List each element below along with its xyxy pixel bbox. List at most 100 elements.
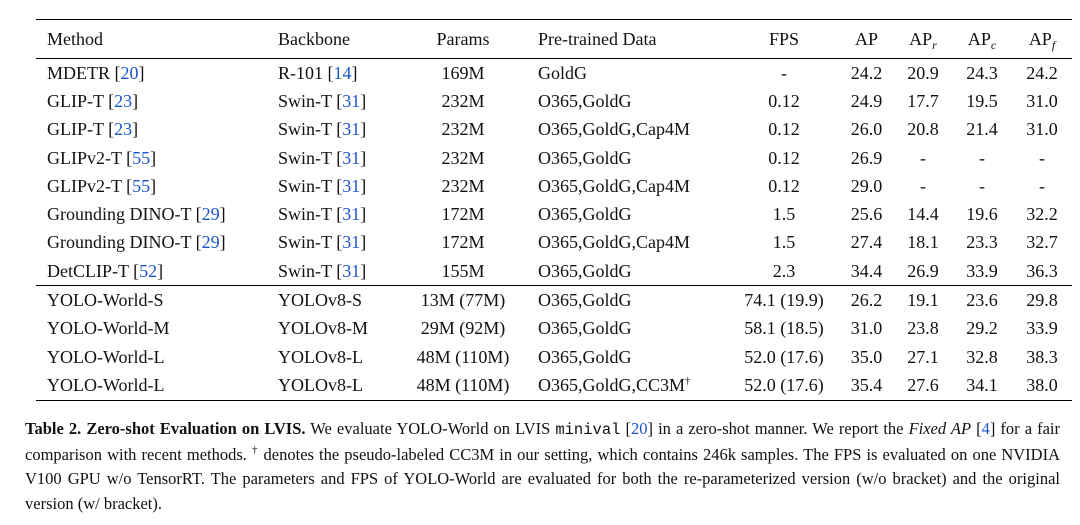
citation-link[interactable]: 29 [201,204,220,225]
cell-ap-c: 29.2 [966,318,998,339]
cell-ap: 31.0 [850,318,883,339]
citation-link[interactable]: 55 [132,175,151,196]
cell-ap-r: - [920,147,926,168]
table-row: YOLO-World-L YOLOv8-L 48M (110M) O365,GoldG… [36,371,1072,401]
backbone-name: Swin-T [278,260,332,281]
citation-link[interactable]: 23 [114,90,133,111]
citation-link[interactable]: 31 [342,204,361,225]
citation-link[interactable]: 31 [342,119,361,140]
method-name: GLIPv2-T [47,175,122,196]
cell-backbone: YOLOv8-M [267,315,403,343]
caption-text-4: [ [971,419,982,438]
caption-ref-20[interactable]: 20 [631,419,648,438]
header-backbone: Backbone [278,28,350,49]
cell-backbone: YOLOv8-L [267,343,403,371]
cell-ap-r: 18.1 [907,232,939,253]
cell-fps: 52.0 (17.6) [744,374,824,395]
cell-backbone: Swin-T [31] [278,119,367,140]
pretrained-data-value: GoldG [538,62,587,83]
cell-pretrained-data: O365,GoldG,Cap4M [523,229,729,257]
citation-link[interactable]: 29 [201,232,220,253]
method-name: GLIP-T [47,119,104,140]
cell-params: 232M [441,119,485,140]
cell-ap-f: - [1039,175,1045,196]
cell-ap-r: 23.8 [907,318,939,339]
cell-fps: 1.5 [772,232,796,253]
caption-dagger: † [252,443,259,456]
cell-ap: 25.6 [850,204,883,225]
cell-backbone: Swin-T [31] [278,147,367,168]
citation-link[interactable]: 31 [342,260,361,281]
cell-params: 232M [441,175,485,196]
citation-link[interactable]: 55 [132,147,151,168]
cell-ap: 24.2 [850,62,883,83]
pretrained-data-value: O365,GoldG,CC3M [538,374,686,395]
cell-method: YOLO-World-L [36,371,267,400]
pretrained-data-value: O365,GoldG,Cap4M [538,175,690,196]
header-ap-r-sub: r [932,37,937,52]
cell-ap-r: 20.8 [907,119,939,140]
cell-pretrained-data: O365,GoldG [523,200,729,228]
cell-ap: 29.0 [850,175,883,196]
citation-link[interactable]: 14 [333,62,352,83]
citation-link[interactable]: 31 [342,90,361,111]
citation-link[interactable]: 31 [342,147,361,168]
backbone-name: Swin-T [278,232,332,253]
backbone-name: Swin-T [278,119,332,140]
cell-ap-f: 32.7 [1026,232,1058,253]
pretrained-data-value: O365,GoldG,Cap4M [538,232,690,253]
cell-method: YOLO-World-M [36,315,267,343]
method-name: Grounding DINO-T [47,204,192,225]
cell-ap-f: 38.0 [1026,374,1058,395]
table-caption: Table 2. Zero-shot Evaluation on LVIS. W… [25,417,1060,516]
cell-params: 29M (92M) [420,318,506,339]
header-params: Params [436,28,490,49]
cell-pretrained-data: O365,GoldG [523,315,729,343]
cell-method: GLIP-T [23] [47,90,139,111]
cell-ap-f: - [1039,147,1045,168]
citation-link[interactable]: 23 [114,119,133,140]
caption-ref-4[interactable]: 4 [981,419,990,438]
cell-method: Grounding DINO-T [29] [47,232,226,253]
cell-ap-c: 24.3 [966,62,998,83]
cell-method: GLIPv2-T [55] [47,175,157,196]
header-ap-c-sub: c [990,37,997,52]
citation-link[interactable]: 20 [120,62,139,83]
cell-ap: 27.4 [850,232,883,253]
backbone-name: Swin-T [278,204,332,225]
cell-method: GLIPv2-T [55] [47,147,157,168]
citation-link[interactable]: 31 [342,232,361,253]
cell-ap-r: - [920,175,926,196]
caption-text-5: ] for a fair comparison with recent meth… [25,419,1060,464]
method-name: YOLO-World-M [47,318,170,339]
cell-pretrained-data: O365,GoldG [523,286,729,315]
cell-ap-f: 31.0 [1026,90,1058,111]
cell-fps: 0.12 [768,119,800,140]
cell-pretrained-data: O365,GoldG [523,343,729,371]
cell-ap-c: 34.1 [966,374,998,395]
cell-ap-c: - [979,175,985,196]
header-ap-r-base: AP [909,28,933,49]
cell-ap-r: 19.1 [907,290,939,311]
header-ap-f: APf [1012,20,1072,59]
method-name: GLIP-T [47,90,104,111]
cell-params: 172M [441,232,485,253]
cell-params: 232M [441,147,485,168]
citation-link[interactable]: 52 [139,260,158,281]
cell-backbone: Swin-T [31] [278,204,367,225]
dagger-mark: † [685,374,691,387]
cell-pretrained-data: O365,GoldG,Cap4M [523,172,729,200]
cell-backbone: Swin-T [31] [278,232,367,253]
method-name: GLIPv2-T [47,147,122,168]
cell-ap-r: 14.4 [907,204,939,225]
header-ap-c: APc [952,20,1012,59]
caption-minival: minival [555,421,621,439]
cell-ap-r: 20.9 [907,62,939,83]
results-table: Method Backbone Params Pre-trained Data … [36,19,1072,401]
cell-fps: 0.12 [768,147,800,168]
cell-ap: 24.9 [850,90,883,111]
cell-params: 48M (110M) [416,374,510,395]
caption-text-1: We evaluate YOLO-World on LVIS [305,419,556,438]
backbone-name: YOLOv8-M [278,318,368,339]
citation-link[interactable]: 31 [342,175,361,196]
